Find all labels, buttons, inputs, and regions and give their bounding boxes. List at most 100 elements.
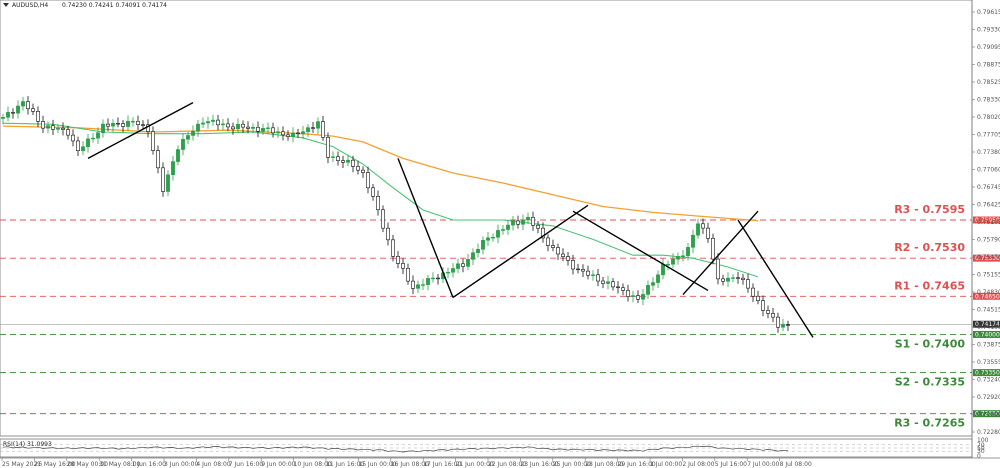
candle-body [746,279,750,289]
candle-body [516,220,520,225]
candle-body [201,122,205,125]
price-tick-label: 0.73875 [977,342,1000,349]
price-tick-label: 0.76105 [977,219,1000,226]
level-price-tag [973,330,1000,338]
candle-body [461,263,465,267]
candle-body [636,295,640,300]
candle-body [731,277,735,279]
candle-body [166,174,170,192]
price-tick-label: 0.74830 [977,289,1000,296]
candle-body [251,126,255,129]
price-tick-label: 0.78525 [977,79,1000,86]
candle-body [616,286,620,289]
candle-body [596,274,600,282]
candle-body [626,290,630,297]
candle-body [561,253,565,257]
price-tick-label: 0.76425 [977,202,1000,209]
candle-body [116,123,120,125]
candle-body [221,123,225,126]
candle-body [236,123,240,130]
candle-body [416,284,420,289]
candle-body [531,216,535,226]
time-tick-label: 7 Jun 16:00 [229,461,263,468]
rsi-tick-label: 0 [977,453,981,460]
level-price-tag [973,216,1000,224]
candle-body [716,258,720,280]
candle-body [466,259,470,267]
candle-body [391,239,395,257]
time-tick-label: 23 Jun 16:00 [520,461,558,468]
candle-body [186,135,190,140]
candle-body [591,274,595,276]
candle-body [361,169,365,173]
candle-body [261,127,265,132]
candle-body [51,125,55,130]
rsi-tick-label: 70 [977,442,985,449]
candle-body [341,160,345,163]
time-tick-label: 1 Jul 00:00 [650,461,682,468]
level-price-tag-label: 0.74650 [975,293,1000,300]
trend-line [452,204,589,299]
time-tick-label: 21 Jun 00:00 [456,461,494,468]
time-tick-label: 16 Jun 08:00 [391,461,429,468]
candle-body [146,124,150,132]
trend-line [682,210,759,296]
candle-body [411,280,415,289]
candle-body [276,131,280,134]
candle-body [376,196,380,211]
price-tick-label: 0.77705 [977,132,1000,139]
candle-body [471,252,475,260]
candle-body [231,126,235,130]
candle-body [541,227,545,239]
time-tick-label: 1 Jun 16:00 [132,461,166,468]
candle-body [71,134,75,142]
level-label: R3 - 0.7595 [894,203,965,216]
time-tick-label: 28 Jun 08:00 [585,461,623,468]
candle-body [31,108,35,112]
candle-body [216,119,220,126]
price-tick-label: 0.72280 [977,429,1000,436]
candle-body [661,264,665,276]
time-tick-label: 10 Jun 08:00 [294,461,332,468]
candle-body [321,121,325,138]
candle-body [316,121,320,129]
candle-body [301,131,305,135]
candle-body [311,127,315,129]
candle-body [686,247,690,257]
price-tick-label: 0.73555 [977,359,1000,366]
candle-body [191,130,195,136]
price-tick-label: 0.72920 [977,394,1000,401]
time-tick-label: 28 May 00:00 [67,461,108,468]
level-price-tag-label: 0.72650 [975,411,1000,418]
time-tick-label: 5 Jul 16:00 [715,461,747,468]
time-tick-label: 31 May 08:00 [99,461,140,468]
time-tick-label: 25 Jun 00:00 [553,461,591,468]
price-tick-label: 0.79330 [977,27,1000,34]
price-axis: 0.79615 0.79330 0.79095 0.78875 0.78525 0.783… [972,9,1000,436]
candle-body [6,112,10,118]
price-tick-label: 0.78330 [977,97,1000,104]
candle-body [96,132,100,139]
candle-body [606,281,610,284]
candle-body [456,263,460,269]
level-price-tag-label: 0.75300 [975,255,1000,262]
candle-body [91,137,95,140]
price-tick-label: 0.77060 [977,167,1000,174]
candle-body [86,138,90,148]
time-tick-label: 4 Jun 08:00 [196,461,230,468]
candle-body [281,131,285,136]
slow-moving-average [2,125,759,222]
rsi-tick-label: 30 [977,448,985,455]
candle-body [386,227,390,241]
candle-body [566,256,570,261]
candle-body [696,223,700,236]
price-tick-label: 0.76745 [977,184,1000,191]
symbol-dropdown-icon[interactable] [3,3,9,7]
price-tick-label: 0.75470 [977,254,1000,261]
level-price-tag [973,410,1000,418]
price-tick-label: 0.72600 [977,412,1000,419]
current-price-tag-label: 0.74174 [975,321,1000,328]
candle-body [571,260,575,270]
